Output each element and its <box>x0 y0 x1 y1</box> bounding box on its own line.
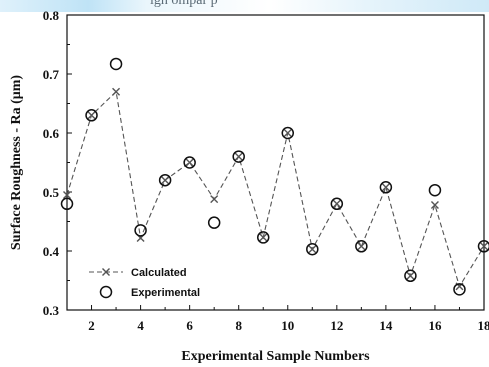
y-axis-title: Surface Roughness - Ra (μm) <box>9 75 24 250</box>
header-strip-text: igh ompar p <box>150 0 218 8</box>
experimental-point <box>306 242 319 256</box>
legend-x-stroke <box>102 268 110 276</box>
header-strip: igh ompar p <box>0 0 489 12</box>
x-tick-label: 12 <box>330 318 343 333</box>
experimental-point <box>60 197 74 211</box>
calculated-point-stroke <box>161 176 170 185</box>
calculated-point <box>381 183 390 192</box>
legend-calculated-label: Calculated <box>131 267 187 279</box>
plot-frame <box>66 14 485 311</box>
experimental-point <box>355 240 368 253</box>
experimental-point <box>183 156 196 169</box>
x-tick-label: 16 <box>428 318 442 333</box>
series-experimental <box>60 57 489 296</box>
calculated-point <box>406 271 415 280</box>
calculated-point-stroke <box>112 87 121 96</box>
experimental-point <box>158 173 172 187</box>
legend-calculated-marker <box>102 268 110 276</box>
experimental-point <box>330 197 344 211</box>
calculated-point-stroke <box>332 199 341 208</box>
y-tick-label: 0.3 <box>43 303 60 318</box>
calculated-point-stroke <box>357 242 366 251</box>
x-tick-label: 14 <box>379 318 393 333</box>
calculated-point-stroke <box>406 271 415 280</box>
calculated-point <box>480 242 488 251</box>
y-tick-label: 0.4 <box>43 244 60 259</box>
experimental-point <box>256 231 270 244</box>
experimental-point <box>281 126 295 140</box>
calculated-point <box>210 195 219 204</box>
calculated-point <box>332 199 341 208</box>
x-tick-label: 10 <box>281 318 294 333</box>
y-tick-label: 0.5 <box>43 185 60 200</box>
y-tick-label: 0.6 <box>43 126 60 141</box>
x-axis-title: Experimental Sample Numbers <box>181 349 370 364</box>
calculated-point-stroke <box>259 233 268 242</box>
experimental-point <box>477 240 489 253</box>
calculated-point <box>308 245 317 254</box>
experimental-point <box>85 109 98 122</box>
legend: Calculated Experimental <box>89 267 200 299</box>
experimental-point <box>379 181 393 194</box>
calculated-point <box>430 200 439 209</box>
calculated-point-stroke <box>430 200 439 209</box>
series-calculated <box>63 87 488 291</box>
calculated-point <box>185 158 194 167</box>
experimental-point <box>404 269 417 283</box>
calculated-point-stroke <box>185 158 194 167</box>
experimental-point <box>428 183 442 197</box>
experimental-point <box>207 216 221 229</box>
calculated-point-stroke <box>234 152 243 161</box>
calculated-line <box>66 90 485 288</box>
x-tick-label: 4 <box>137 318 144 333</box>
y-tick-label: 0.8 <box>43 8 60 23</box>
calculated-point-stroke <box>308 245 317 254</box>
calculated-point-stroke <box>283 129 292 137</box>
x-tick-label: 18 <box>478 318 489 333</box>
calculated-point <box>87 111 96 120</box>
experimental-point <box>109 57 123 71</box>
calculated-point-stroke <box>87 111 96 120</box>
experimental-point <box>453 283 466 296</box>
calculated-point <box>63 190 71 199</box>
calculated-point <box>112 87 121 96</box>
calculated-point-stroke <box>480 242 488 251</box>
calculated-point-stroke <box>210 195 219 204</box>
y-axis-ticks: 0.3 0.4 0.5 0.6 0.7 0.8 <box>43 8 72 318</box>
experimental-point <box>134 224 147 237</box>
calculated-point <box>259 233 268 242</box>
x-tick-label: 6 <box>186 318 193 333</box>
legend-experimental-label: Experimental <box>131 287 200 299</box>
calculated-point-stroke <box>63 190 71 199</box>
x-tick-label: 8 <box>235 318 242 333</box>
calculated-point <box>357 242 366 251</box>
x-axis-ticks: 2 4 6 8 10 12 14 16 18 <box>66 305 489 333</box>
x-tick-label: 2 <box>88 318 95 333</box>
y-tick-label: 0.7 <box>43 67 60 82</box>
calculated-point <box>161 176 170 185</box>
experimental-point <box>232 150 245 163</box>
calculated-point <box>283 129 292 137</box>
legend-experimental-marker <box>99 285 113 299</box>
calculated-point-stroke <box>381 183 390 192</box>
plot-border <box>66 14 485 311</box>
calculated-point <box>234 152 243 161</box>
